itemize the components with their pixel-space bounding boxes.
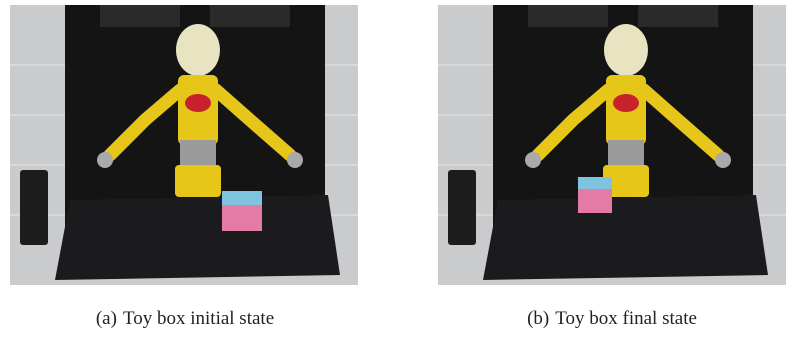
caption-label: (b) <box>527 308 549 329</box>
caption-b: (b) Toy box final state <box>432 308 786 330</box>
photo-a <box>10 5 358 285</box>
caption-a: (a) Toy box initial state <box>5 308 365 330</box>
toy-cube <box>222 191 262 231</box>
figure-page: (a) Toy box initial state (b) Toy box fina… <box>0 0 786 339</box>
photo-b <box>438 5 786 285</box>
toy-cube <box>578 177 612 213</box>
caption-label: (a) <box>96 308 117 329</box>
caption-text: Toy box final state <box>555 308 697 329</box>
caption-text: Toy box initial state <box>123 308 274 329</box>
